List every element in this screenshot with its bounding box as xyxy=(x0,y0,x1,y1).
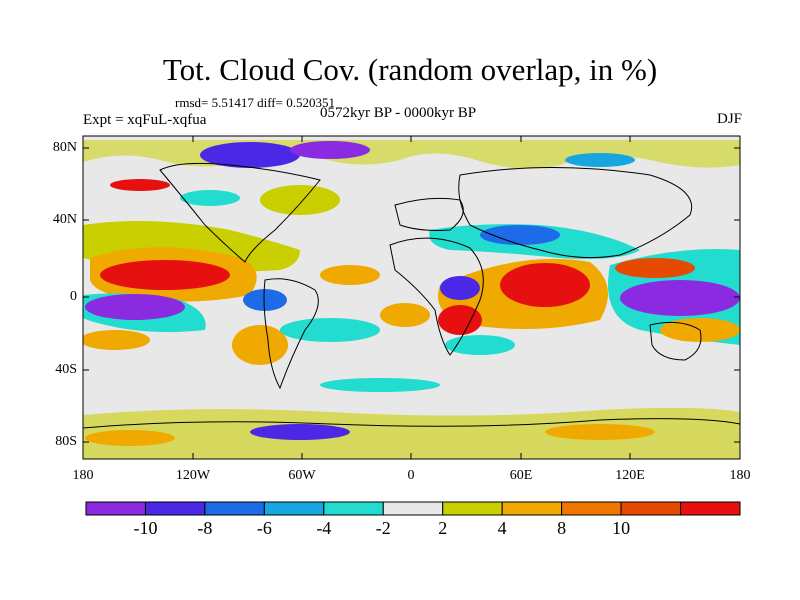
south-atlantic-anomaly xyxy=(280,318,380,342)
longitude-label: 0 xyxy=(407,468,415,483)
colorbar-swatch xyxy=(501,501,563,516)
africa-outline xyxy=(389,237,484,356)
south-america-outline xyxy=(263,278,319,390)
antarctica-coastline xyxy=(83,418,740,429)
indian-ocean-positive-anomaly xyxy=(500,263,590,307)
colorbar-swatch xyxy=(620,501,682,516)
antarctica-negative-anomaly xyxy=(250,424,350,440)
latitude-label: 0 xyxy=(70,289,77,304)
colorbar-swatch xyxy=(263,501,325,516)
colorbar-swatch xyxy=(561,501,622,516)
colorbar-label: -8 xyxy=(197,518,213,538)
season-label: DJF xyxy=(716,111,742,127)
experiment-label: Expt = xqFuL-xqfua xyxy=(83,112,207,128)
antarctica-positive-anomaly xyxy=(545,424,655,440)
longitude-label: 60E xyxy=(509,468,533,483)
asia-outline xyxy=(458,167,692,259)
antarctica-positive-anomaly xyxy=(85,430,175,446)
europe-outline xyxy=(394,197,464,231)
colorbar-swatch xyxy=(382,501,444,516)
western-pacific-positive-anomaly xyxy=(615,258,695,278)
rmsd-diff-stats: rmsd= 5.51417 diff= 0.520351 xyxy=(175,95,335,110)
north-america-anomaly xyxy=(260,185,340,215)
map-title: Tot. Cloud Cov. (random overlap, in %) xyxy=(162,52,658,87)
longitude-label: 180 xyxy=(729,468,751,483)
colorbar xyxy=(85,501,741,516)
period-label: 0572kyr BP - 0000kyr BP xyxy=(320,105,477,121)
latitude-label: 40N xyxy=(52,212,77,227)
latitude-label: 40S xyxy=(55,362,77,377)
asia-negative-anomaly xyxy=(480,225,560,245)
arctic-negative-anomaly xyxy=(290,141,370,159)
north-atlantic-anomaly xyxy=(320,265,380,285)
gulf-of-guinea-anomaly xyxy=(380,303,430,327)
axis-ticks xyxy=(82,136,741,459)
north-pacific-positive-anomaly xyxy=(110,179,170,191)
colorbar-label: 10 xyxy=(612,518,631,538)
amazon-negative-anomaly xyxy=(243,289,287,311)
longitude-label: 180 xyxy=(72,468,94,483)
australia-outline xyxy=(649,321,702,361)
north-america-outline xyxy=(159,162,321,263)
east-pacific-positive-anomaly xyxy=(100,260,230,290)
colorbar-label: -4 xyxy=(316,518,332,538)
southern-ocean-negative-anomaly xyxy=(320,378,440,392)
western-pacific-negative-anomaly xyxy=(620,280,740,316)
colorbar-label: 2 xyxy=(438,518,448,538)
longitude-label: 60W xyxy=(288,468,316,483)
south-pacific-negative-anomaly xyxy=(85,294,185,320)
colorbar-swatch xyxy=(85,501,146,516)
colorbar-label: 4 xyxy=(497,518,507,538)
coastlines xyxy=(83,162,740,429)
longitude-label: 120W xyxy=(175,468,211,483)
south-pacific-positive-anomaly xyxy=(83,330,150,350)
colorbar-label: -10 xyxy=(133,518,158,538)
africa-positive-anomaly xyxy=(438,305,482,335)
south-america-positive-anomaly xyxy=(232,325,288,365)
colorbar-swatch xyxy=(680,501,741,516)
colorbar-swatch xyxy=(144,501,206,516)
latitude-label: 80N xyxy=(52,140,77,155)
southern-ocean-anomaly xyxy=(83,407,740,459)
latitude-label: 80S xyxy=(55,434,77,449)
map-field xyxy=(83,136,740,459)
colorbar-swatch xyxy=(442,501,503,516)
colorbar-label: -6 xyxy=(256,518,272,538)
africa-negative-anomaly xyxy=(440,276,480,300)
longitude-label: 120E xyxy=(615,468,645,483)
siberia-negative-anomaly xyxy=(565,153,635,167)
south-africa-anomaly xyxy=(445,335,515,355)
arctic-negative-anomaly xyxy=(200,142,300,168)
colorbar-label: -2 xyxy=(375,518,391,538)
colorbar-swatch xyxy=(204,501,265,516)
north-america-negative-anomaly xyxy=(180,190,240,206)
colorbar-label: 8 xyxy=(557,518,567,538)
colorbar-swatch xyxy=(323,501,384,516)
